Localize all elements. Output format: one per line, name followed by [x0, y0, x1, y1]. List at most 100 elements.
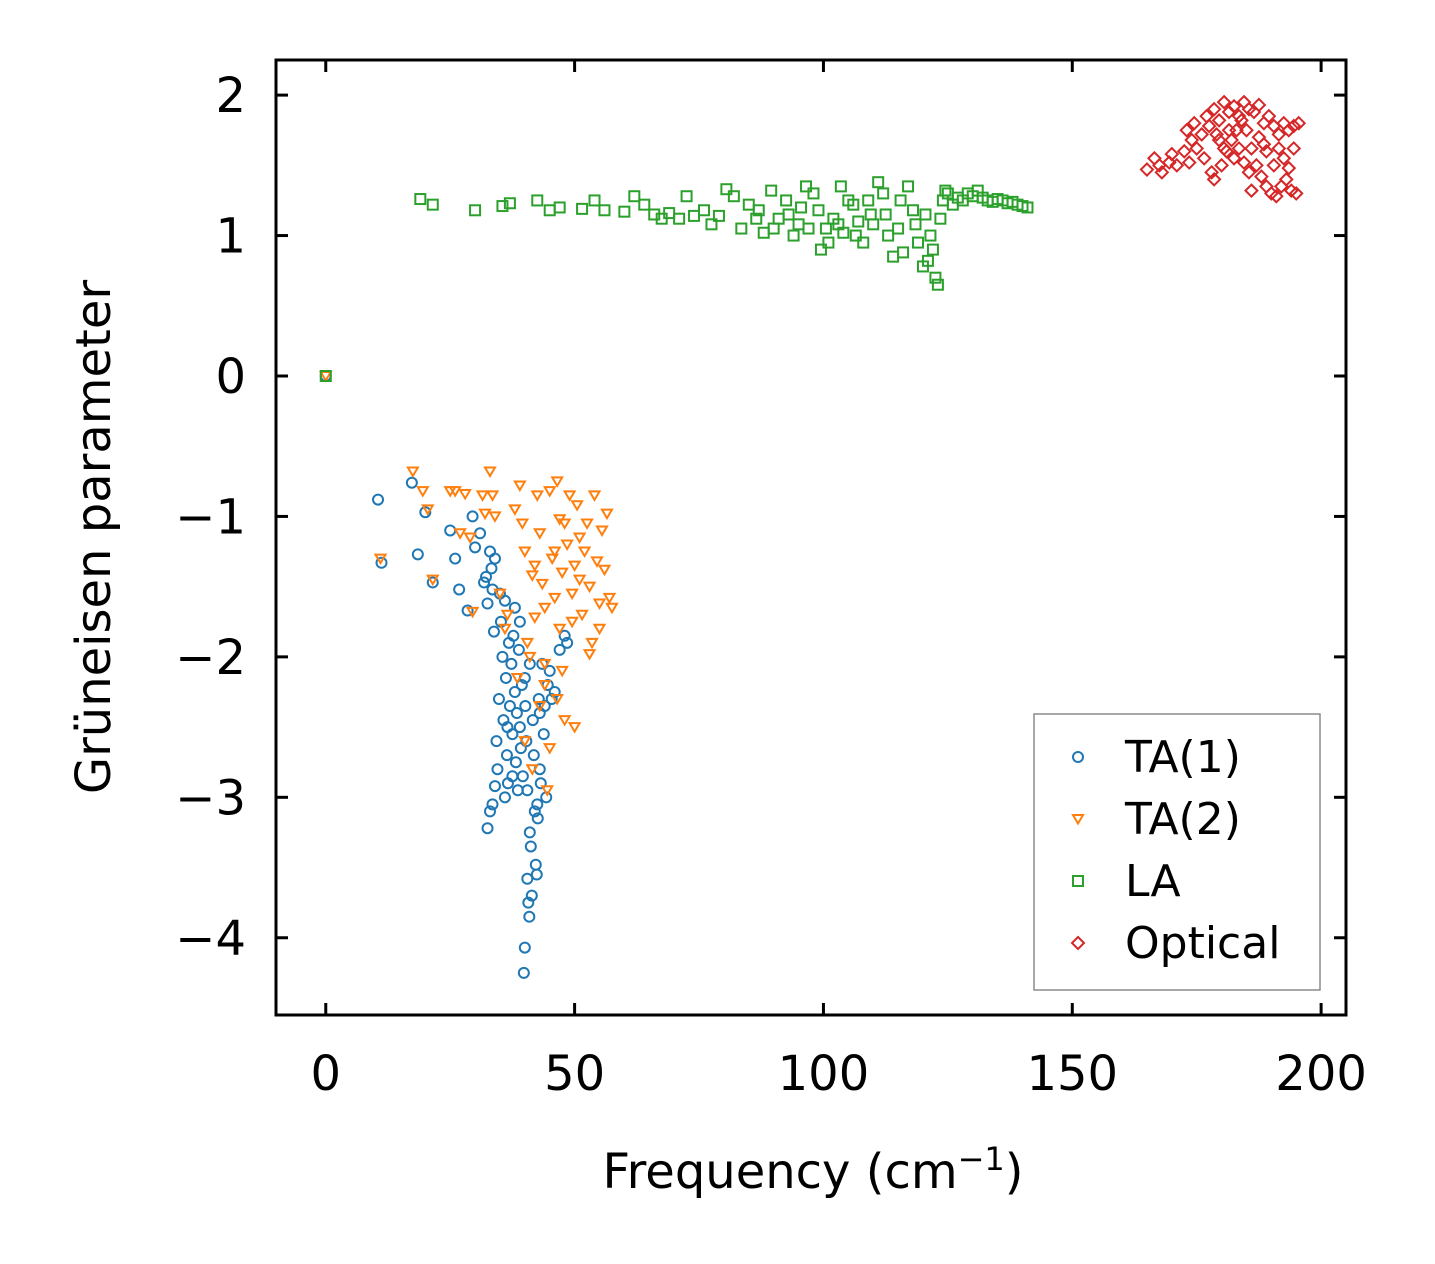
data-point: [488, 511, 502, 523]
data-point: [1151, 157, 1167, 173]
data-point: [550, 476, 564, 488]
data-point: [572, 574, 587, 587]
data-point: [530, 868, 543, 881]
data-point: [585, 637, 599, 650]
data-point: [548, 685, 561, 698]
y-tick-label: 1: [215, 209, 246, 265]
data-point: [929, 271, 942, 284]
data-point: [1184, 132, 1200, 148]
data-point: [496, 200, 509, 213]
data-point: [862, 194, 875, 207]
data-point: [523, 826, 536, 839]
data-point: [852, 215, 865, 228]
data-point: [897, 246, 910, 259]
data-point: [448, 486, 462, 498]
series-ta-2: [319, 370, 619, 797]
data-point: [542, 743, 557, 755]
data-point: [529, 858, 542, 871]
data-point: [491, 763, 504, 776]
data-point: [575, 609, 589, 622]
data-point: [550, 694, 564, 706]
data-point: [600, 508, 614, 521]
data-point: [515, 678, 528, 691]
data-point: [567, 722, 582, 734]
data-point: [582, 581, 597, 594]
data-point: [1201, 118, 1217, 134]
y-tick-label: 0: [215, 349, 246, 405]
data-point: [500, 749, 513, 762]
data-point: [518, 941, 531, 954]
data-point: [802, 222, 815, 235]
data-point: [597, 564, 612, 577]
legend-item: TA(1): [1072, 732, 1241, 783]
data-point: [528, 612, 542, 625]
data-point: [1253, 169, 1269, 184]
data-point: [1139, 162, 1155, 177]
data-point: [319, 369, 332, 382]
data-point: [812, 204, 825, 217]
data-point: [485, 490, 500, 502]
data-point: [481, 597, 494, 610]
data-point: [545, 553, 559, 566]
data-point: [814, 243, 827, 256]
data-point: [469, 204, 482, 217]
data-point: [537, 602, 552, 615]
data-point: [939, 184, 952, 197]
data-point: [528, 560, 542, 573]
data-point: [531, 194, 544, 207]
data-point: [912, 236, 924, 249]
data-point: [405, 476, 418, 489]
data-point: [531, 812, 544, 825]
data-point: [1169, 157, 1185, 173]
data-point: [527, 749, 540, 762]
data-point: [444, 524, 457, 537]
data-point: [882, 229, 895, 242]
data-point: [1194, 127, 1210, 142]
plot-frame: [274, 58, 1348, 1017]
data-point: [792, 218, 805, 231]
data-point: [780, 194, 793, 207]
data-point: [1286, 118, 1302, 134]
data-point: [628, 190, 641, 203]
data-point: [463, 532, 477, 544]
data-point: [419, 506, 432, 519]
data-point: [705, 218, 718, 231]
data-point: [533, 528, 547, 540]
data-point: [1209, 127, 1225, 142]
data-point: [487, 625, 500, 638]
data-point: [561, 636, 574, 649]
data-point: [1181, 155, 1197, 170]
data-point: [872, 176, 885, 189]
data-point: [588, 194, 601, 207]
data-point: [1216, 94, 1232, 110]
data-point: [1266, 157, 1282, 173]
data-point: [849, 229, 862, 242]
data-point: [1249, 157, 1264, 173]
data-point: [506, 770, 519, 783]
data-point: [507, 629, 520, 642]
data-point: [638, 198, 651, 211]
data-point: [523, 651, 537, 664]
data-point: [1251, 97, 1267, 113]
data-point: [525, 764, 540, 776]
data-point: [458, 488, 472, 501]
data-point: [582, 649, 597, 661]
data-point: [807, 187, 820, 200]
data-point: [1244, 141, 1259, 156]
data-point: [1261, 108, 1277, 124]
data-point: [411, 548, 424, 561]
ticks-layer: [276, 60, 1346, 1015]
data-point: [1206, 171, 1222, 187]
data-point: [474, 527, 487, 540]
legend-marker: [1072, 751, 1084, 763]
data-point: [1161, 155, 1177, 170]
data-point: [499, 671, 512, 684]
data-point: [819, 222, 832, 235]
data-point: [508, 601, 521, 614]
data-point: [750, 212, 763, 225]
data-point: [517, 966, 530, 979]
data-point: [1234, 112, 1249, 128]
data-point: [1211, 112, 1227, 128]
data-point: [547, 592, 562, 605]
data-point: [537, 658, 552, 671]
